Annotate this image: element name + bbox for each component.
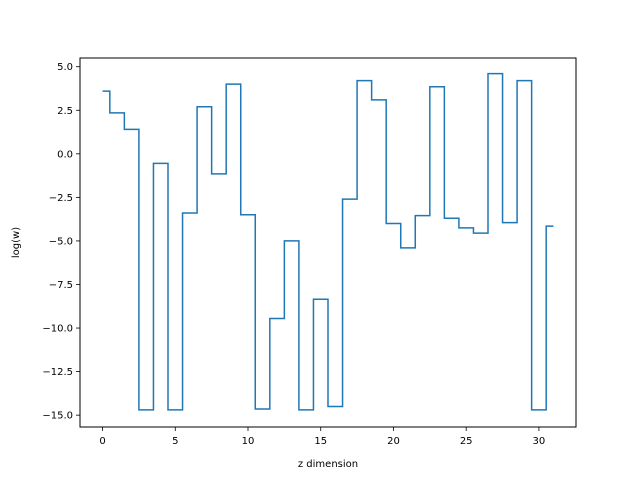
y-tick-label: 2.5 [57,106,73,117]
x-axis-ticks: 0 5 10 15 20 25 30 [99,427,545,447]
y-tick-label: −10.0 [42,324,73,335]
plot-area [102,72,554,411]
y-tick-label: −2.5 [49,193,73,204]
x-tick-label: 5 [172,436,178,447]
x-tick-label: 10 [242,436,255,447]
x-tick-label: 15 [314,436,327,447]
y-axis-ticks: 5.0 2.5 0.0 −2.5 −5.0 −7.5 −10.0 −12.5 −15.0 [42,62,80,422]
x-tick-label: 25 [460,436,473,447]
y-tick-label: −7.5 [49,280,73,291]
y-tick-label: −15.0 [42,411,73,422]
y-tick-label: −12.5 [42,367,73,378]
y-tick-label: −5.0 [49,236,73,247]
y-tick-label: 5.0 [57,62,73,73]
x-tick-label: 20 [387,436,400,447]
series-line [102,72,554,411]
y-axis-label: log(w) [11,227,22,258]
y-tick-label: 0.0 [57,149,73,160]
x-tick-label: 30 [533,436,546,447]
x-axis-label: z dimension [298,459,358,470]
axes-frame [79,57,577,428]
x-tick-label: 0 [99,436,105,447]
